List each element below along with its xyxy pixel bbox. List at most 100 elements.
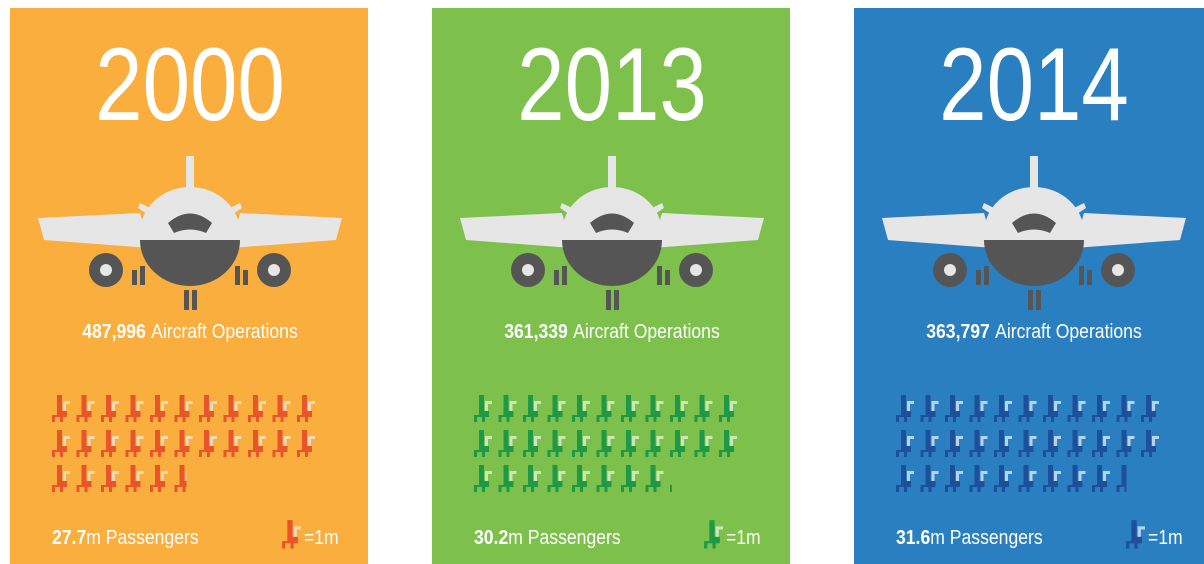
seat [704, 520, 723, 549]
seat [969, 465, 988, 492]
seat [474, 465, 492, 492]
seat [645, 430, 664, 457]
seat [547, 395, 566, 422]
seat [76, 430, 95, 457]
passengers-value: 30.2 [474, 526, 508, 548]
seat [945, 430, 963, 457]
seat [1116, 430, 1135, 457]
seat [248, 430, 266, 457]
legend-text: =1m [1148, 526, 1183, 548]
seat [248, 395, 266, 422]
seat [52, 395, 70, 422]
seat [174, 465, 187, 492]
passengers-label: m Passengers [930, 526, 1042, 548]
seat [645, 395, 664, 422]
seat [994, 395, 1012, 422]
seat [297, 430, 315, 457]
seat [174, 395, 193, 422]
operations: 363,797 Aircraft Operations [926, 320, 1142, 342]
seat [1067, 395, 1086, 422]
seat [1043, 465, 1061, 492]
seat [1141, 430, 1159, 457]
year: 2014 [939, 27, 1129, 143]
seat [621, 465, 639, 492]
seat [621, 430, 639, 457]
operations-value: 361,339 [504, 320, 568, 342]
seat [547, 430, 566, 457]
seat [474, 395, 492, 422]
seat [572, 465, 590, 492]
seat [523, 395, 541, 422]
legend-text: =1m [304, 526, 339, 548]
seat [523, 430, 541, 457]
seat [150, 395, 168, 422]
panel: 2013 361,339 Aircraft Operations 30.2m Pass… [432, 8, 790, 564]
passengers-value: 31.6 [896, 526, 930, 548]
operations: 361,339 Aircraft Operations [504, 320, 720, 342]
seat [969, 430, 988, 457]
seat [52, 465, 70, 492]
seat [670, 430, 688, 457]
passengers: 31.6m Passengers [896, 526, 1043, 548]
seat [1092, 430, 1110, 457]
seat [101, 395, 119, 422]
seat [1018, 395, 1037, 422]
seat [994, 465, 1012, 492]
seat [474, 430, 492, 457]
seat [52, 430, 70, 457]
passengers: 27.7m Passengers [52, 526, 199, 548]
seat [101, 430, 119, 457]
seat [101, 465, 119, 492]
seat [896, 465, 914, 492]
seat [920, 395, 939, 422]
operations-value: 363,797 [926, 320, 990, 342]
seat [223, 395, 242, 422]
seat [596, 465, 615, 492]
seat [125, 465, 144, 492]
seat [1018, 430, 1037, 457]
seat [1092, 465, 1110, 492]
seat [596, 430, 615, 457]
legend-text: =1m [726, 526, 761, 548]
seat [498, 395, 517, 422]
seat [596, 395, 615, 422]
seat [1092, 395, 1110, 422]
seat [547, 465, 566, 492]
seat [498, 430, 517, 457]
passengers: 30.2m Passengers [474, 526, 621, 548]
seat [945, 395, 963, 422]
seat [297, 395, 315, 422]
seat [719, 430, 737, 457]
seat [1043, 430, 1061, 457]
seat [572, 430, 590, 457]
seat [523, 465, 541, 492]
seat [920, 430, 939, 457]
seat [76, 465, 95, 492]
seat [945, 465, 963, 492]
operations-label: Aircraft Operations [151, 320, 298, 342]
seat-part [174, 465, 187, 492]
seat [994, 430, 1012, 457]
seat [896, 430, 914, 457]
operations-label: Aircraft Operations [573, 320, 720, 342]
seat [1018, 465, 1037, 492]
seat [572, 395, 590, 422]
seat [174, 430, 193, 457]
seat [645, 465, 664, 492]
seat [150, 430, 168, 457]
seat [223, 430, 242, 457]
operations: 487,996 Aircraft Operations [82, 320, 298, 342]
seat [125, 395, 144, 422]
seat [1043, 395, 1061, 422]
seat [1067, 430, 1086, 457]
seat [969, 395, 988, 422]
seat [272, 395, 291, 422]
seat [896, 395, 914, 422]
passengers-label: m Passengers [508, 526, 620, 548]
seat [150, 465, 168, 492]
seat [1141, 395, 1159, 422]
seat [1067, 465, 1086, 492]
seat [1116, 465, 1127, 492]
seat [1126, 520, 1145, 549]
